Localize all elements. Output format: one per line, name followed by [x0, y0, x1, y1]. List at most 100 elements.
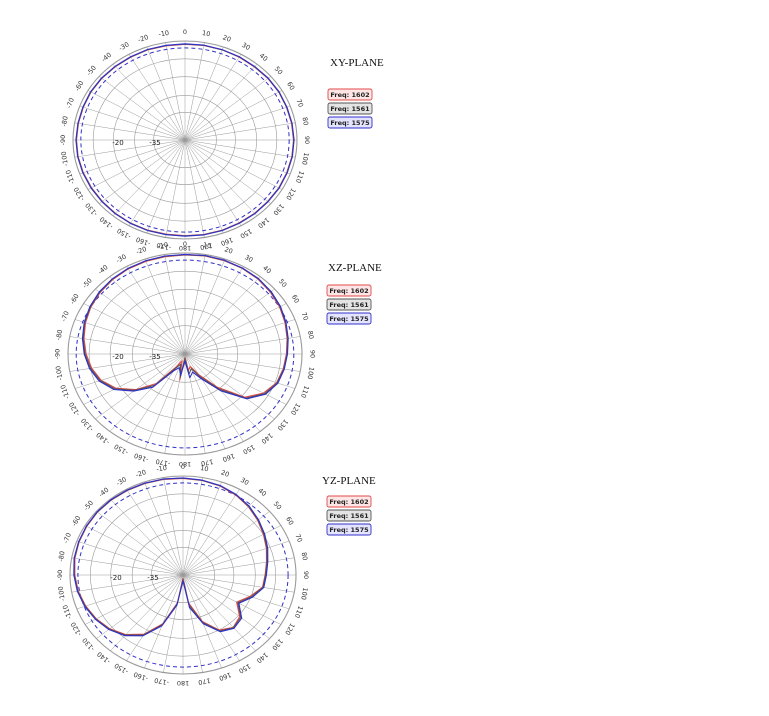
xy-grid-spoke — [184, 42, 205, 141]
xy-angle-tick-label: -110 — [64, 169, 77, 186]
yz-grid-spoke — [71, 557, 184, 576]
yz-grid-spoke — [182, 574, 256, 651]
xz-angle-tick-label: -110 — [59, 383, 72, 400]
yz-angle-tick-label: 110 — [293, 605, 305, 619]
yz-grid-spoke — [182, 574, 290, 610]
xz-grid-spoke — [184, 319, 295, 355]
yz-angle-tick-label: 130 — [270, 637, 284, 652]
xz-angle-tick-label: 120 — [289, 402, 302, 417]
xy-angle-tick-label: 70 — [295, 98, 305, 109]
yz-grid-spoke — [182, 574, 270, 639]
xz-legend-box — [326, 312, 372, 325]
xy-series-freq-1575 — [75, 43, 295, 237]
yz-grid-spoke — [76, 574, 184, 610]
yz-grid-spoke — [182, 557, 295, 576]
xz-angle-tick-label: -60 — [68, 292, 80, 305]
xy-grid-spoke — [184, 46, 224, 141]
xz-grid-spoke — [184, 336, 301, 355]
yz-angle-tick-label: -20 — [135, 468, 148, 479]
xy-radial-label: -20 — [112, 139, 123, 147]
xz-angle-tick-label: -30 — [115, 253, 128, 265]
xz-angle-tick-label: -140 — [95, 430, 111, 446]
xy-angle-tick-label: 0 — [183, 28, 187, 36]
xy-grid-spoke — [184, 139, 258, 216]
xz-grid-spoke — [184, 303, 287, 355]
yz-angle-tick-label: 70 — [294, 533, 304, 544]
yz-grid-spoke — [144, 481, 184, 576]
yz-angle-tick-label: 50 — [272, 500, 283, 511]
yz-grid-spoke — [96, 511, 184, 576]
xy-grid-spoke — [87, 90, 186, 141]
xz-legend-box — [326, 298, 372, 311]
yz-grid-spoke — [84, 525, 184, 576]
xy-legend-box — [327, 88, 373, 101]
xy-angle-tick-label: -10 — [158, 29, 170, 39]
xy-angle-tick-label: 60 — [285, 80, 296, 91]
xy-grid-spoke — [128, 54, 186, 141]
yz-grid-spoke — [182, 477, 203, 576]
yz-grid-spoke — [76, 540, 184, 576]
yz-angle-tick-label: -160 — [133, 670, 150, 683]
xy-grid-spoke — [74, 122, 186, 141]
xz-angle-tick-label: 40 — [261, 264, 272, 275]
yz-grid-spoke — [182, 574, 295, 593]
xy-grid-spoke — [99, 76, 186, 141]
xz-grid-spoke — [184, 353, 261, 432]
yz-grid-spoke — [163, 477, 184, 576]
xy-angle-tick-label: -50 — [85, 64, 98, 77]
xz-angle-tick-label: -130 — [79, 417, 95, 433]
yz-angle-tick-label: 30 — [239, 476, 250, 487]
xy-grid-spoke — [184, 139, 205, 238]
xy-angle-tick-label: -150 — [116, 226, 133, 240]
yz-legend-label: Freq: 1575 — [329, 526, 369, 534]
xy-angle-tick-label: 160 — [220, 236, 234, 248]
yz-angle-tick-label: -60 — [70, 514, 82, 527]
xy-angle-tick-label: -60 — [73, 79, 85, 92]
xz-angle-tick-label: -10 — [157, 241, 169, 251]
xz-grid-spoke — [75, 353, 186, 389]
xz-angle-tick-label: -70 — [60, 310, 71, 323]
xy-angle-tick-label: -30 — [117, 40, 130, 52]
xy-angle-tick-label: 50 — [273, 65, 284, 76]
yz-series-freq-1575 — [73, 477, 269, 637]
xz-angle-tick-label: 170 — [200, 457, 214, 467]
yz-angle-tick-label: -140 — [96, 650, 112, 666]
yz-grid-spoke — [110, 499, 184, 576]
yz-angle-tick-label: 140 — [255, 651, 270, 665]
xz-angle-tick-label: 10 — [202, 241, 212, 250]
xz-angle-tick-label: -160 — [133, 451, 150, 464]
xz-angle-tick-label: 100 — [306, 366, 316, 380]
yz-angle-tick-label: -10 — [156, 464, 168, 474]
yz-grid-spoke — [182, 574, 282, 625]
xy-grid-spoke — [87, 139, 186, 190]
yz-grid-spoke — [71, 574, 184, 593]
xy-grid-spoke — [184, 139, 271, 204]
xy-angle-tick-label: 140 — [256, 216, 271, 230]
xy-plane-title: XY-PLANE — [330, 57, 384, 69]
xz-angle-tick-label: 160 — [221, 452, 235, 464]
xz-angle-tick-label: -150 — [113, 442, 130, 456]
yz-legend-box — [326, 509, 372, 522]
yz-grid-spoke — [84, 574, 184, 625]
yz-angle-tick-label: -120 — [69, 621, 83, 638]
xz-legend-label: Freq: 1602 — [329, 287, 368, 295]
yz-legend-label: Freq: 1602 — [329, 498, 368, 506]
xy-angle-tick-label: 120 — [284, 187, 297, 202]
xz-radial-label: -35 — [149, 353, 160, 361]
yz-angle-tick-label: 160 — [218, 671, 232, 683]
yz-angle-tick-label: -110 — [61, 604, 74, 621]
yz-angle-tick-label: -150 — [113, 661, 130, 675]
yz-angle-tick-label: 180 — [177, 679, 189, 687]
xz-grid-spoke — [164, 254, 186, 355]
xy-angle-tick-label: -70 — [65, 97, 76, 110]
xz-grid-spoke — [184, 259, 226, 355]
xy-angle-tick-label: -80 — [60, 115, 70, 127]
xz-grid-spoke — [109, 353, 186, 432]
xz-angle-tick-label: 70 — [300, 311, 310, 322]
yz-legend-box — [326, 495, 372, 508]
yz-legend-label: Freq: 1561 — [329, 512, 369, 520]
xz-angle-tick-label: -170 — [155, 457, 171, 467]
xz-angle-tick-label: -120 — [67, 401, 81, 418]
